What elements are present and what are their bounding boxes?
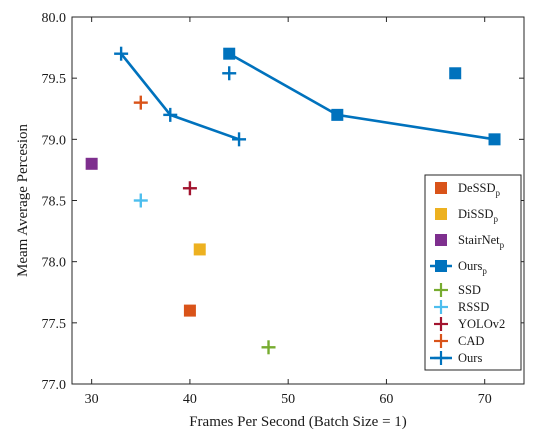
data-point-dessd-p-square (183, 304, 196, 317)
data-marks (85, 46, 501, 355)
x-tick-label: 70 (478, 392, 492, 407)
x-tick-label: 50 (281, 392, 295, 407)
axes: 30 40 50 60 70 77.0 77.5 78.0 78.5 79.0 79.5 80.0 (42, 11, 524, 407)
plot-frame (71, 16, 525, 385)
x-axis-label: Frames Per Second (Batch Size = 1) (189, 414, 407, 430)
x-tick-label: 60 (379, 392, 393, 407)
legend-subscript: p (482, 266, 487, 276)
y-tick-label: 77.0 (42, 378, 67, 393)
data-point-rssd-plus (133, 193, 148, 208)
legend-label-ours-plus: Ours (458, 351, 482, 365)
data-point-ours-plus (222, 66, 237, 81)
data-point-ssd-plus (261, 340, 276, 355)
legend-label-yolov2-plus: YOLOv2 (458, 317, 505, 331)
legend-marker-dissd-p-square (435, 208, 447, 220)
data-point-dissd-p-square (193, 243, 206, 256)
data-point-ours-p-square (449, 67, 462, 80)
data-point-ours-p-square (223, 47, 236, 60)
data-point-ours-plus (163, 107, 178, 122)
data-point-stairnet-p-square (85, 157, 98, 170)
y-axis-label: Meam Average Percesion (15, 124, 31, 277)
legend-marker-dessd-p-square (435, 182, 447, 194)
y-tick-label: 78.5 (42, 195, 67, 210)
y-tick-label: 77.5 (42, 317, 67, 332)
x-tick-label: 40 (183, 392, 197, 407)
data-point-ours-p-square (488, 133, 501, 146)
legend-marker-rssd-plus (434, 300, 448, 314)
legend-marker-stairnet-p-square (435, 234, 447, 246)
legend-label-cad-plus: CAD (458, 334, 484, 348)
legend-subscript: p (500, 240, 505, 250)
data-point-ours-plus (232, 132, 247, 147)
data-point-yolov2-plus (182, 181, 197, 196)
y-tick-label: 79.5 (42, 72, 67, 87)
legend-label-ssd-plus: SSD (458, 283, 481, 297)
legend-marker-yolov2-plus (434, 317, 448, 331)
data-point-ours-p-square (331, 108, 344, 121)
legend-marker-ours-plus (434, 351, 448, 365)
legend-label-dessd-p-square: DeSSDp (458, 181, 501, 198)
legend: DeSSDpDiSSDpStairNetpOurspSSDRSSDYOLOv2C… (424, 174, 522, 371)
legend-label-stairnet-p-square: StairNetp (458, 233, 505, 250)
y-tick-label: 80.0 (42, 11, 67, 26)
y-tick-label: 79.0 (42, 133, 67, 148)
legend-marker-cad-plus (434, 334, 448, 348)
legend-label-dissd-p-square: DiSSDp (458, 207, 498, 224)
legend-subscript: p (493, 214, 498, 224)
legend-marker-ssd-plus (434, 283, 448, 297)
x-tick-label: 30 (85, 392, 99, 407)
legend-marker-ours-p-square (435, 260, 447, 272)
legend-subscript: p (496, 188, 501, 198)
data-point-ours-plus (114, 46, 129, 61)
legend-label-rssd-plus: RSSD (458, 300, 489, 314)
data-point-cad-plus (133, 95, 148, 110)
y-tick-label: 78.0 (42, 256, 67, 271)
legend-label-ours-p-square: Oursp (458, 259, 487, 276)
